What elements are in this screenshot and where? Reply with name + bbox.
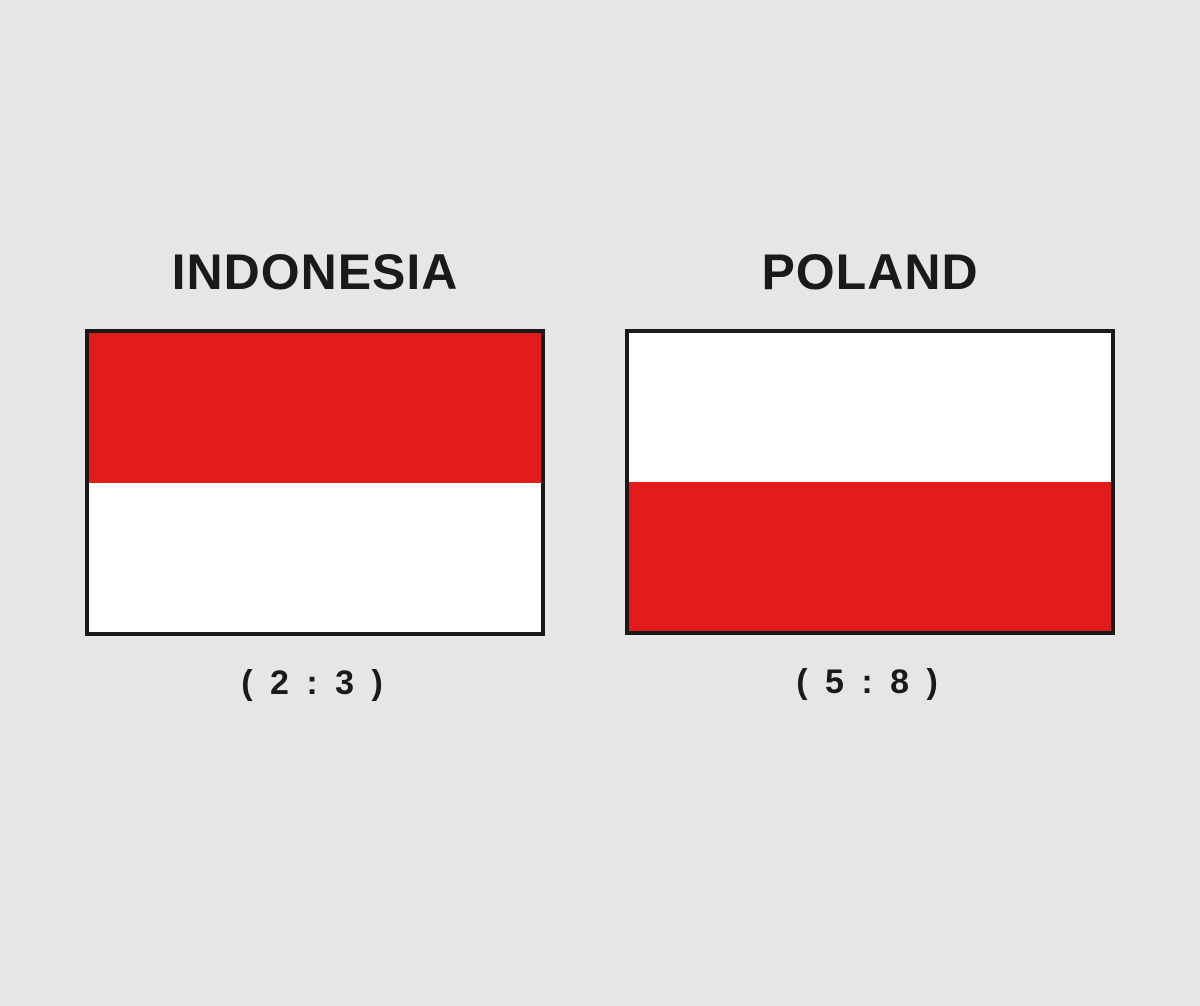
flag-ratio-indonesia: ( 2 : 3 ) [241,664,389,703]
flag-title-indonesia: INDONESIA [172,243,459,301]
flag-box-poland [625,329,1115,635]
flag-comparison-container: INDONESIA ( 2 : 3 ) POLAND ( 5 : 8 ) [85,243,1115,763]
flag-stripe-poland-bottom [629,482,1111,631]
flag-stripe-indonesia-bottom [89,483,541,633]
flag-stripe-poland-top [629,333,1111,482]
flag-stripe-indonesia-top [89,333,541,483]
flag-box-indonesia [85,329,545,636]
flag-title-poland: POLAND [761,243,978,301]
flag-block-poland: POLAND ( 5 : 8 ) [625,243,1115,702]
flag-ratio-poland: ( 5 : 8 ) [796,663,944,702]
flag-block-indonesia: INDONESIA ( 2 : 3 ) [85,243,545,703]
